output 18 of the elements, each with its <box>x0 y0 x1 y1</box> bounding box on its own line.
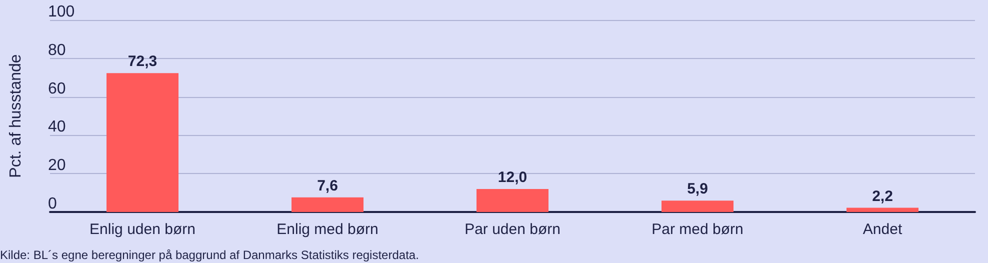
data-label: 12,0 <box>498 168 528 186</box>
data-label: 5,9 <box>687 180 708 198</box>
data-label: 72,3 <box>128 53 158 70</box>
y-tick-label: 80 <box>48 42 66 59</box>
y-tick-label: 0 <box>48 196 57 212</box>
x-tick-label: Enlig med børn <box>276 221 378 238</box>
y-tick-label: 40 <box>48 118 66 136</box>
y-tick-label: 20 <box>48 157 66 174</box>
x-tick-label: Andet <box>862 221 903 238</box>
x-tick-label: Enlig uden børn <box>90 221 196 238</box>
x-tick-label: Par uden børn <box>464 221 560 238</box>
data-label: 7,6 <box>317 177 338 194</box>
y-tick-label: 60 <box>48 80 66 98</box>
x-tick-label: Par med børn <box>652 221 744 238</box>
y-tick-label: 100 <box>48 4 75 20</box>
data-label: 2,2 <box>872 188 893 205</box>
text: Kilde: BL´s egne beregninger på baggrund af Danmarks Statistiks registerdata. <box>0 248 419 262</box>
y-axis-title: Pct. af husstande <box>8 54 24 178</box>
